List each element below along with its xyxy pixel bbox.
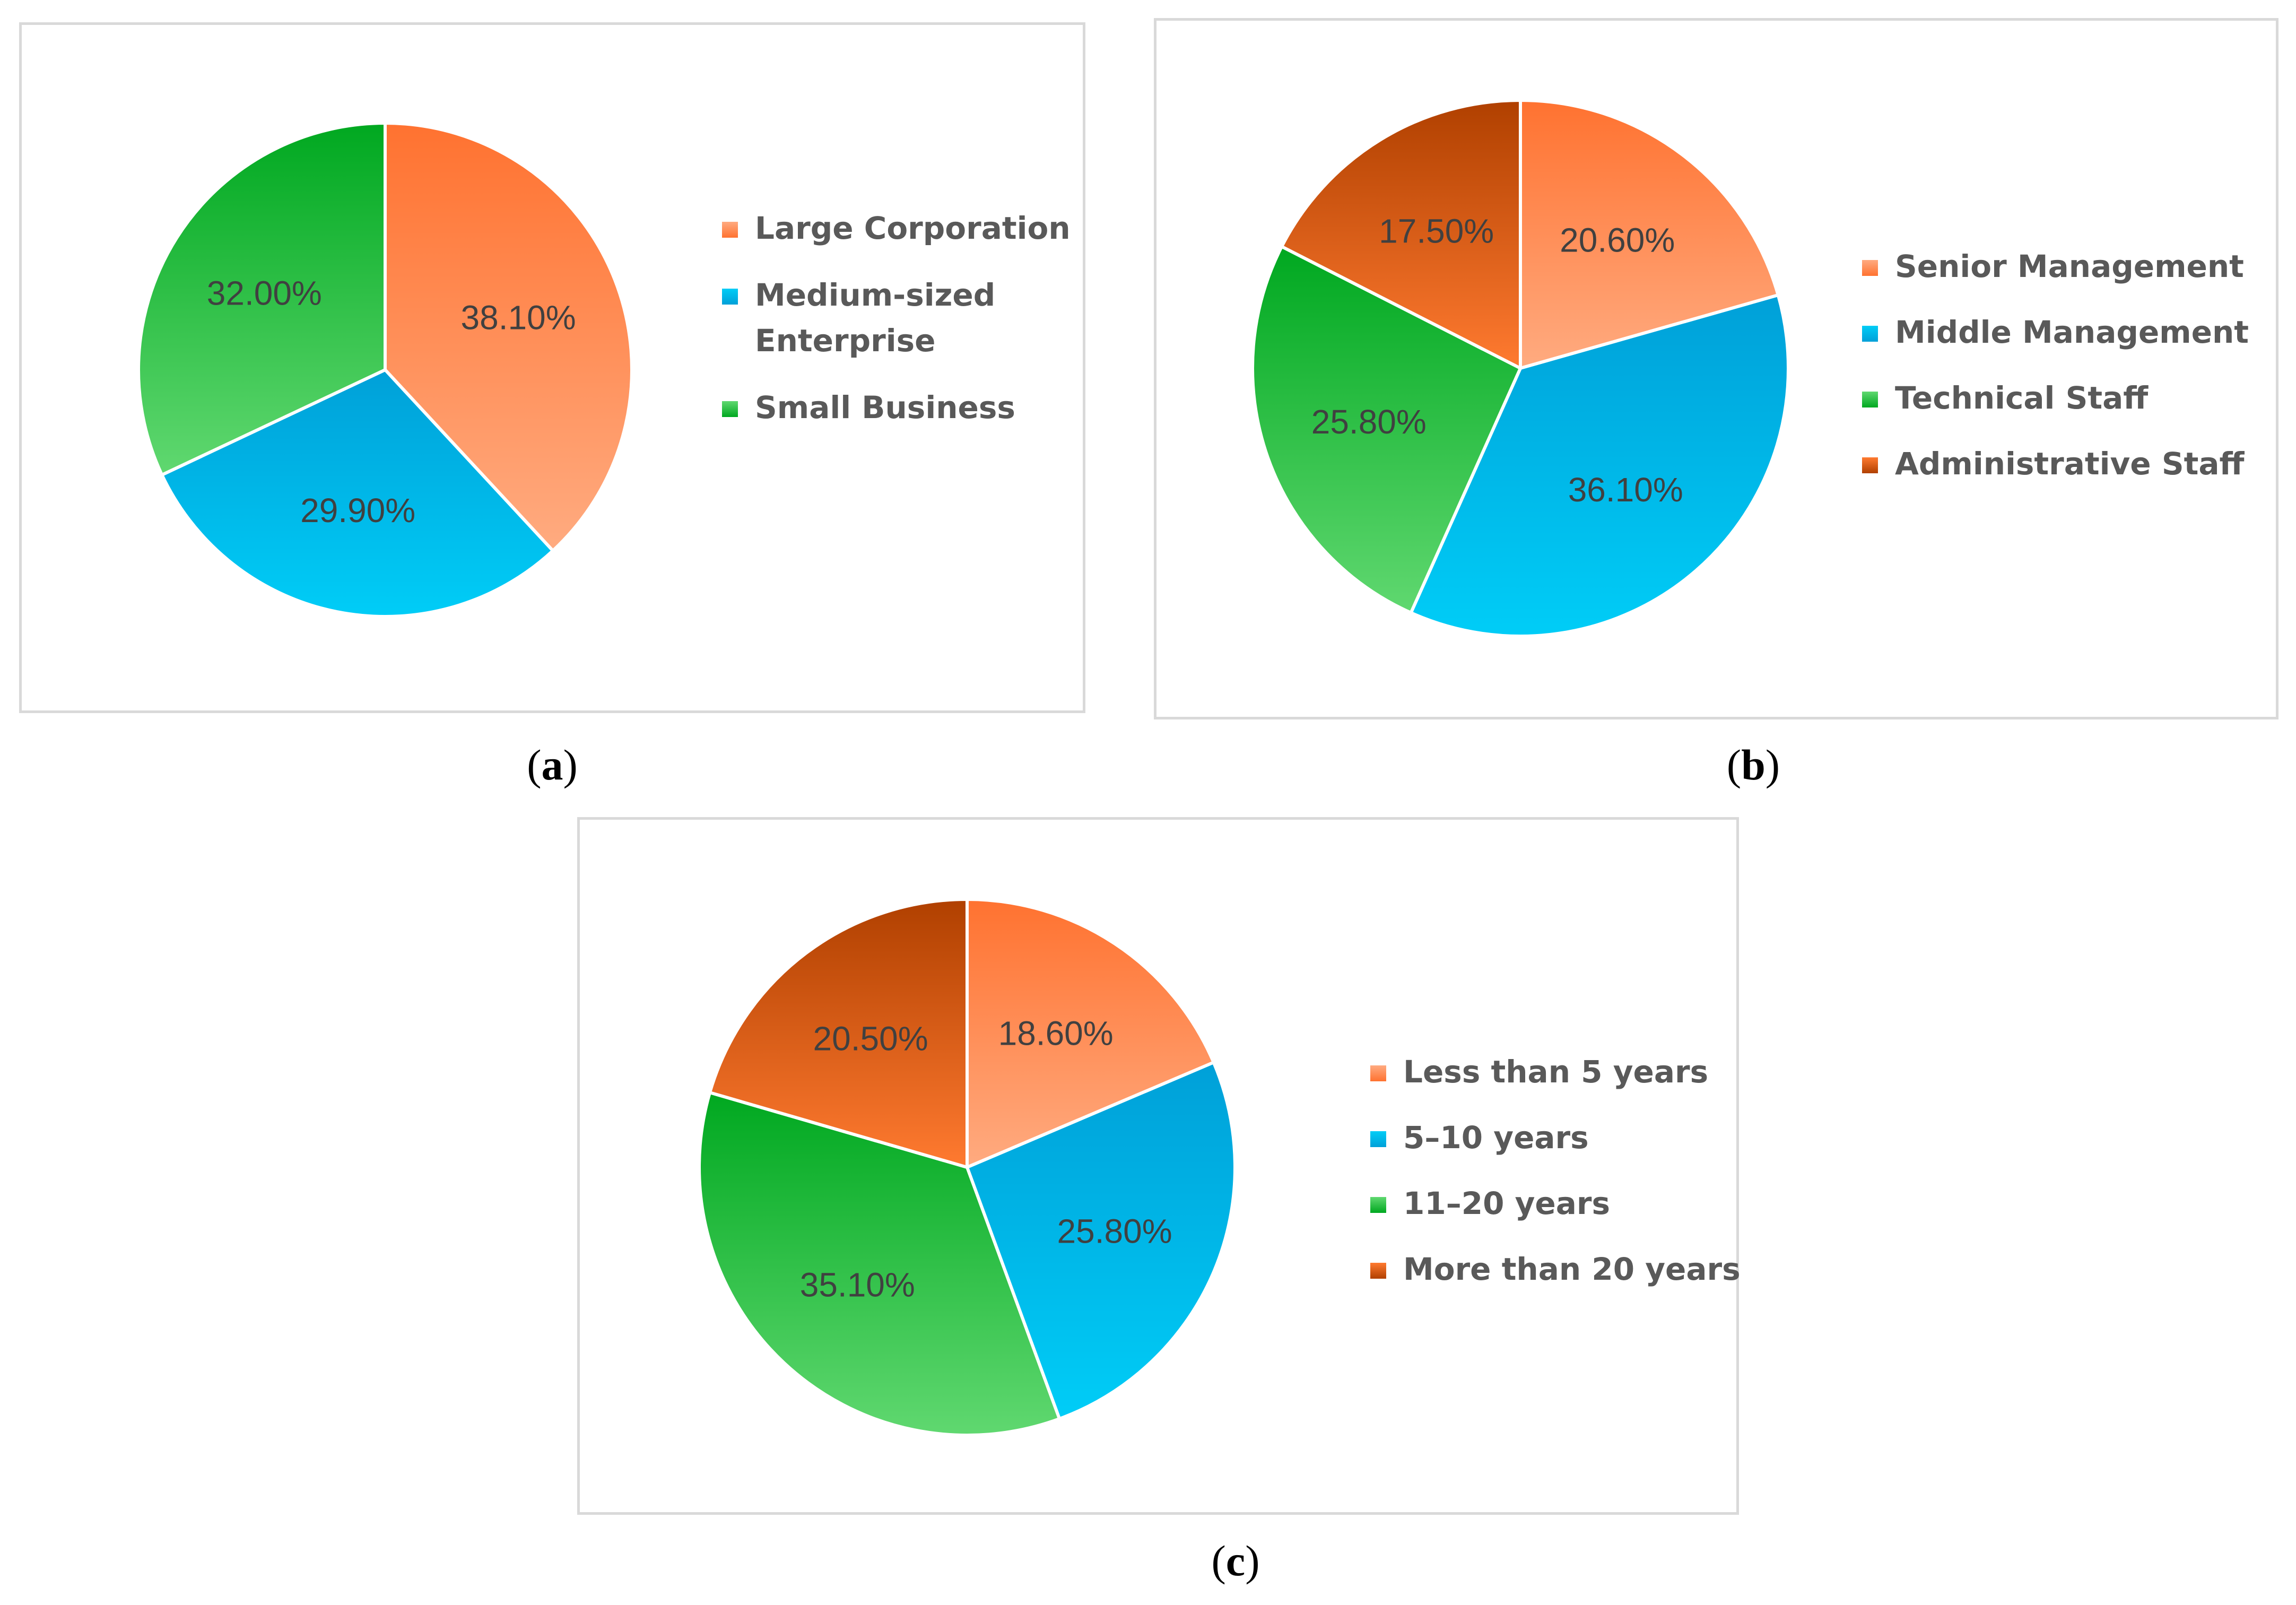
legend-label: Large Corporation [755, 210, 1071, 246]
legend-c: Less than 5 years 5–10 years 11–20 years… [1370, 1049, 1741, 1312]
legend-label: Technical Staff [1895, 380, 2149, 416]
legend-swatch [1862, 457, 1878, 473]
pie-chart-c: 18.60% 25.80% 35.10% 20.50% [698, 898, 1237, 1437]
legend-item-large-corporation: Large Corporation [722, 205, 1071, 251]
caption-letter: b [1741, 741, 1766, 789]
legend-item-senior-management: Senior Management [1862, 244, 2249, 289]
legend-swatch [1862, 260, 1878, 276]
legend-item-5-10-years: 5–10 years [1370, 1115, 1741, 1160]
slice-value-label: 29.90% [300, 491, 415, 530]
chart-panel-c: 18.60% 25.80% 35.10% 20.50% Less than 5 yea… [577, 817, 1741, 1515]
pie-slice-technical-staff [1251, 245, 1522, 614]
legend-swatch [722, 289, 738, 305]
slice-value-label: 38.10% [461, 299, 576, 337]
caption-a: (a) [527, 741, 578, 789]
legend-swatch [1370, 1131, 1386, 1147]
slice-value-label: 20.50% [813, 1020, 928, 1058]
pie-slice-large-corporation [384, 122, 633, 552]
legend-label: Less than 5 years [1403, 1054, 1709, 1090]
slice-value-label: 25.80% [1311, 403, 1427, 441]
slice-value-label: 25.80% [1057, 1212, 1172, 1250]
legend-label: More than 20 years [1403, 1251, 1741, 1287]
legend-label: 5–10 years [1403, 1120, 1589, 1156]
pie-slice-middle-management [1409, 293, 1790, 638]
legend-label: Medium-sized Enterprise [755, 277, 996, 359]
slice-value-label: 32.00% [207, 274, 322, 312]
legend-item-more-than-20-years: More than 20 years [1370, 1246, 1741, 1292]
legend-swatch [722, 401, 738, 417]
chart-panel-b: 20.60% 36.10% 25.80% 17.50% Senior Manageme… [1154, 18, 2278, 719]
legend-item-less-than-5-years: Less than 5 years [1370, 1049, 1741, 1095]
legend-item-11-20-years: 11–20 years [1370, 1181, 1741, 1226]
legend-swatch [722, 222, 738, 238]
legend-label: Administrative Staff [1895, 446, 2245, 482]
caption-letter: c [1225, 1537, 1246, 1585]
pie-chart-b: 20.60% 36.10% 25.80% 17.50% [1251, 99, 1790, 638]
legend-swatch [1862, 392, 1878, 407]
caption-c: (c) [1211, 1537, 1260, 1585]
pie-slice-small-business [137, 122, 387, 476]
pie-slice-medium-sized-enterprise [160, 368, 555, 618]
legend-item-medium-sized-enterprise: Medium-sized Enterprise [722, 272, 1031, 363]
legend-swatch [1370, 1065, 1386, 1081]
caption-letter: a [541, 741, 563, 789]
legend-item-technical-staff: Technical Staff [1862, 375, 2249, 421]
legend-a: Large Corporation Medium-sized Enterpris… [722, 205, 1071, 452]
slice-value-label: 20.60% [1560, 221, 1675, 259]
legend-swatch [1370, 1263, 1386, 1279]
pie-slice-11-20-years [698, 1091, 1062, 1437]
slice-value-label: 36.10% [1568, 471, 1683, 509]
legend-b: Senior Management Middle Management Tech… [1862, 244, 2249, 507]
slice-value-label: 35.10% [800, 1266, 915, 1304]
legend-swatch [1370, 1197, 1386, 1213]
legend-label: Middle Management [1895, 314, 2249, 350]
legend-item-administrative-staff: Administrative Staff [1862, 441, 2249, 487]
legend-item-small-business: Small Business [722, 385, 1071, 430]
pie-slice-senior-management [1519, 99, 1780, 370]
legend-label: Small Business [755, 389, 1015, 426]
pie-slice-administrative-staff [1280, 99, 1522, 370]
chart-panel-a: 38.10% 29.90% 32.00% Large Corporation Med… [19, 22, 1085, 713]
legend-label: Senior Management [1895, 248, 2244, 284]
pie-slice-5-10-years [966, 1061, 1237, 1421]
pie-slice-less-than-5-years [966, 898, 1215, 1169]
caption-b: (b) [1726, 741, 1780, 789]
pie-slice-more-than-20-years [708, 898, 969, 1169]
legend-swatch [1862, 326, 1878, 342]
legend-label: 11–20 years [1403, 1185, 1611, 1221]
legend-item-middle-management: Middle Management [1862, 309, 2249, 355]
slice-value-label: 17.50% [1379, 212, 1494, 250]
pie-chart-a: 38.10% 29.90% 32.00% [137, 122, 633, 618]
slice-value-label: 18.60% [998, 1014, 1114, 1052]
